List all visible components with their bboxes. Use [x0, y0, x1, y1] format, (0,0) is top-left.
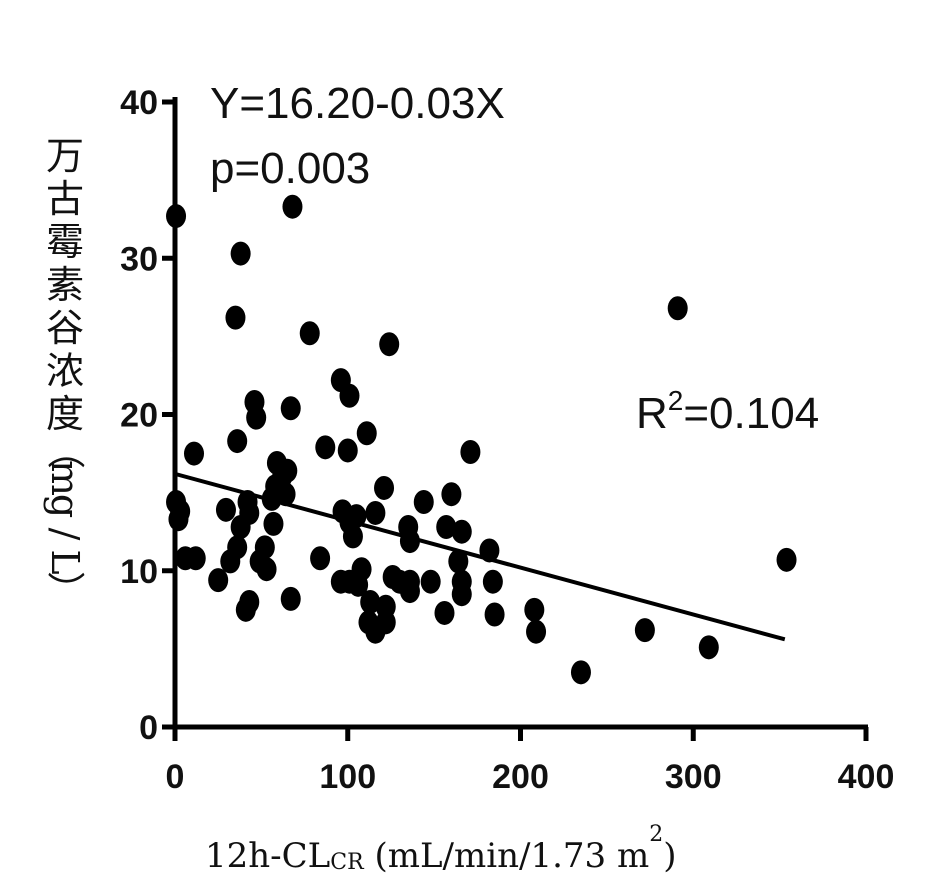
x-label-close: ) [663, 836, 677, 876]
data-point-45 [208, 568, 229, 593]
r2-prefix: R [636, 389, 668, 438]
data-point-32 [263, 511, 284, 536]
y-tick-label: 40 [120, 84, 158, 122]
data-point-47 [185, 546, 206, 571]
data-point-5 [379, 332, 400, 357]
x-tick-label: 400 [838, 758, 895, 796]
data-point-52 [310, 546, 331, 571]
data-point-61 [448, 549, 469, 574]
data-point-81 [698, 635, 719, 660]
y-tick-label: 20 [120, 397, 158, 435]
y-label-char: ） [43, 570, 87, 609]
y-label-char: 霉 [45, 220, 84, 264]
y-label-char: 谷 [45, 306, 84, 350]
data-point-75 [484, 602, 505, 627]
y-tick-label: 0 [139, 709, 158, 747]
y-tick-label: 30 [120, 240, 158, 278]
x-tick-label: 300 [665, 758, 722, 796]
data-point-80 [667, 296, 688, 321]
data-point-9 [280, 396, 301, 421]
x-tick-label: 0 [166, 758, 185, 796]
data-point-38 [413, 490, 434, 514]
data-point-11 [227, 429, 248, 454]
data-point-1 [282, 194, 303, 219]
data-point-48 [220, 549, 241, 574]
x-tick-label: 200 [492, 758, 549, 796]
y-label-char: 古 [45, 177, 84, 221]
data-point-30 [230, 515, 251, 539]
data-point-16 [460, 440, 481, 464]
data-point-60 [420, 569, 441, 594]
x-ticks: 0 100 200 300 400 [166, 727, 895, 796]
x-label-sub: CR [330, 850, 364, 875]
data-point-3 [225, 305, 246, 330]
data-point-74 [434, 600, 455, 625]
y-ticks: 0 10 20 30 40 [120, 84, 175, 747]
r2-sup: 2 [668, 385, 684, 416]
x-axis-label: 12h-CLCR (mL/min/1.73 m2) [205, 822, 677, 876]
data-point-76 [524, 597, 545, 622]
r2-annotation: R2=0.104 [636, 385, 819, 438]
p-value-annotation: p=0.003 [210, 144, 370, 193]
data-point-78 [570, 660, 591, 685]
x-label-sup: 2 [649, 822, 664, 847]
y-tick-label: 10 [120, 553, 158, 591]
data-point-22 [374, 475, 395, 500]
x-label-main: 12h-CL [205, 836, 331, 876]
data-point-79 [634, 618, 655, 643]
data-point-4 [299, 321, 320, 346]
y-axis-label: 万古霉素谷浓度（m g / L） [40, 134, 90, 610]
y-label-char: 万 [45, 134, 84, 178]
data-point-23 [441, 482, 462, 507]
data-point-37 [365, 500, 386, 525]
data-point-12 [356, 421, 377, 446]
data-point-7 [339, 383, 360, 408]
data-point-72 [360, 590, 381, 614]
data-point-66 [239, 590, 260, 614]
x-tick-label: 100 [319, 758, 376, 796]
data-point-73 [399, 579, 420, 604]
data-point-15 [337, 438, 358, 463]
data-point-2 [230, 241, 251, 266]
data-point-77 [526, 619, 547, 644]
data-point-42 [451, 519, 472, 544]
y-label-char: 素 [45, 263, 84, 307]
data-point-26 [168, 507, 189, 532]
data-point-82 [776, 547, 797, 572]
data-point-67 [280, 586, 301, 611]
data-point-19 [277, 458, 298, 483]
data-point-14 [315, 435, 336, 460]
data-point-64 [482, 569, 503, 594]
y-label-char: 浓 [45, 349, 84, 393]
data-point-56 [348, 572, 369, 597]
data-point-39 [436, 515, 457, 539]
data-point-35 [342, 524, 363, 549]
data-point-27 [215, 497, 236, 522]
data-point-71 [375, 594, 396, 619]
r2-value: =0.104 [683, 389, 819, 438]
equation-annotation: Y=16.20-0.03X [210, 79, 505, 128]
regression-line [174, 471, 786, 642]
data-point-13 [184, 441, 205, 466]
y-label-char: 度 [45, 392, 84, 436]
x-label-rest: (mL/min/1.73 m [363, 836, 650, 876]
data-point-51 [256, 557, 277, 582]
data-point-63 [451, 582, 472, 607]
data-points [166, 194, 797, 685]
data-point-10 [246, 405, 267, 430]
